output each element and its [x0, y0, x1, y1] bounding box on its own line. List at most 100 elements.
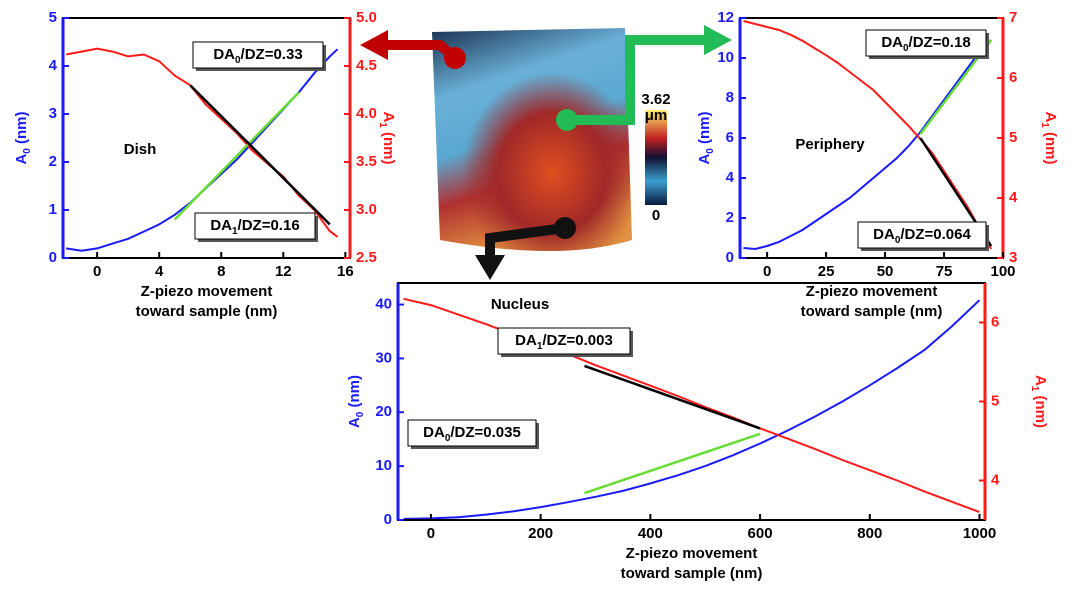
x-axis-label: toward sample (nm) [136, 303, 278, 320]
data-line [404, 300, 980, 519]
y2-tick-label: 3.0 [356, 201, 377, 218]
colorbar-min: 0 [652, 207, 660, 224]
y-tick-label: 2 [726, 209, 734, 226]
text-part: (nm) [13, 111, 30, 148]
text-part: (nm) [346, 375, 363, 412]
y-tick-label: 12 [717, 9, 734, 26]
x-tick-label: 0 [763, 263, 771, 280]
x-tick-label: 400 [638, 525, 663, 542]
text-part: DA [423, 424, 445, 441]
text-part: A [380, 111, 397, 122]
y-tick-label: 30 [375, 349, 392, 366]
text-part: /DZ=0.16 [238, 217, 300, 234]
data-line [66, 49, 338, 237]
text-part: A [13, 154, 30, 165]
data-line [190, 85, 330, 224]
text-part: A [1042, 111, 1059, 122]
arrow-dot [556, 109, 578, 131]
x-tick-label: 600 [748, 525, 773, 542]
y-tick-label: 6 [726, 129, 734, 146]
text-part: (nm) [380, 128, 397, 165]
y-tick-label: 1 [49, 201, 57, 218]
x-tick-label: 800 [857, 525, 882, 542]
data-line [585, 434, 761, 493]
x-tick-label: 0 [427, 525, 435, 542]
text-part: A [1032, 375, 1049, 386]
y2-tick-label: 4 [1009, 189, 1018, 206]
y2-tick-label: 5.0 [356, 9, 377, 26]
y2-tick-label: 5 [991, 392, 999, 409]
y2-tick-label: 2.5 [356, 249, 377, 266]
y2-tick-label: 4.0 [356, 105, 377, 122]
y-tick-label: 0 [384, 511, 392, 528]
y2-axis-label: A1 (nm) [1029, 375, 1049, 428]
y2-tick-label: 4 [991, 471, 1000, 488]
x-tick-label: 25 [818, 263, 835, 280]
text-part: /DZ=0.33 [241, 46, 303, 63]
text-part: DA [881, 34, 903, 51]
text-part: A [346, 417, 363, 428]
y2-tick-label: 4.5 [356, 57, 377, 74]
y-tick-label: 20 [375, 403, 392, 420]
x-axis-label: Z-piezo movement [626, 545, 758, 562]
x-tick-label: 4 [155, 263, 164, 280]
x-tick-label: 8 [217, 263, 225, 280]
text-part: DA [210, 217, 232, 234]
arrow-dot [444, 47, 466, 69]
arrow-head [360, 30, 388, 60]
chart-title: Nucleus [491, 296, 549, 313]
data-line [585, 366, 761, 429]
y-tick-label: 10 [375, 457, 392, 474]
data-line [175, 92, 299, 219]
y-tick-label: 0 [726, 249, 734, 266]
data-line [404, 299, 980, 512]
y2-tick-label: 6 [1009, 69, 1017, 86]
chart-title: Periphery [795, 136, 865, 153]
x-axis-label: toward sample (nm) [621, 565, 763, 582]
x-tick-label: 12 [275, 263, 292, 280]
y-axis-label: A0 (nm) [13, 111, 33, 164]
x-axis-label: Z-piezo movement [806, 283, 938, 300]
text-part: DA [515, 332, 537, 349]
text-part: /DZ=0.003 [542, 332, 612, 349]
y2-axis-label: A1 (nm) [1039, 111, 1059, 164]
y-tick-label: 2 [49, 153, 57, 170]
x-tick-label: 0 [93, 263, 101, 280]
colorbar [645, 110, 667, 205]
x-tick-label: 16 [337, 263, 354, 280]
data-line [744, 40, 992, 249]
x-tick-label: 50 [877, 263, 894, 280]
y2-tick-label: 5 [1009, 129, 1017, 146]
y2-axis-label: A1 (nm) [377, 111, 397, 164]
figure: 3.62 μm 0 04812160123452.53.03.54.04.55.… [0, 0, 1079, 587]
y-tick-label: 4 [726, 169, 735, 186]
text-part: (nm) [696, 111, 713, 148]
text-part: /DZ=0.035 [450, 424, 520, 441]
y-tick-label: 40 [375, 296, 392, 313]
y-tick-label: 10 [717, 49, 734, 66]
y2-tick-label: 7 [1009, 9, 1017, 26]
x-tick-label: 75 [936, 263, 953, 280]
text-part: DA [873, 226, 895, 243]
colorbar-max: 3.62 [641, 91, 670, 108]
x-tick-label: 1000 [963, 525, 996, 542]
y-tick-label: 5 [49, 9, 57, 26]
y-tick-label: 8 [726, 89, 734, 106]
text-part: (nm) [1042, 128, 1059, 165]
text-part: A [696, 154, 713, 165]
text-part: (nm) [1032, 391, 1049, 428]
text-part: DA [213, 46, 235, 63]
y-axis-label: A0 (nm) [696, 111, 716, 164]
text-part: /DZ=0.18 [909, 34, 971, 51]
text-part: /DZ=0.064 [900, 226, 971, 243]
chart-title: Dish [124, 141, 157, 158]
y-tick-label: 0 [49, 249, 57, 266]
y2-tick-label: 3 [1009, 249, 1017, 266]
x-axis-label: Z-piezo movement [141, 283, 273, 300]
colorbar-unit: μm [645, 107, 668, 124]
x-axis-label: toward sample (nm) [801, 303, 943, 320]
y-axis-label: A0 (nm) [346, 375, 366, 428]
y-tick-label: 4 [49, 57, 58, 74]
arrow-dot [554, 217, 576, 239]
x-tick-label: 200 [528, 525, 553, 542]
